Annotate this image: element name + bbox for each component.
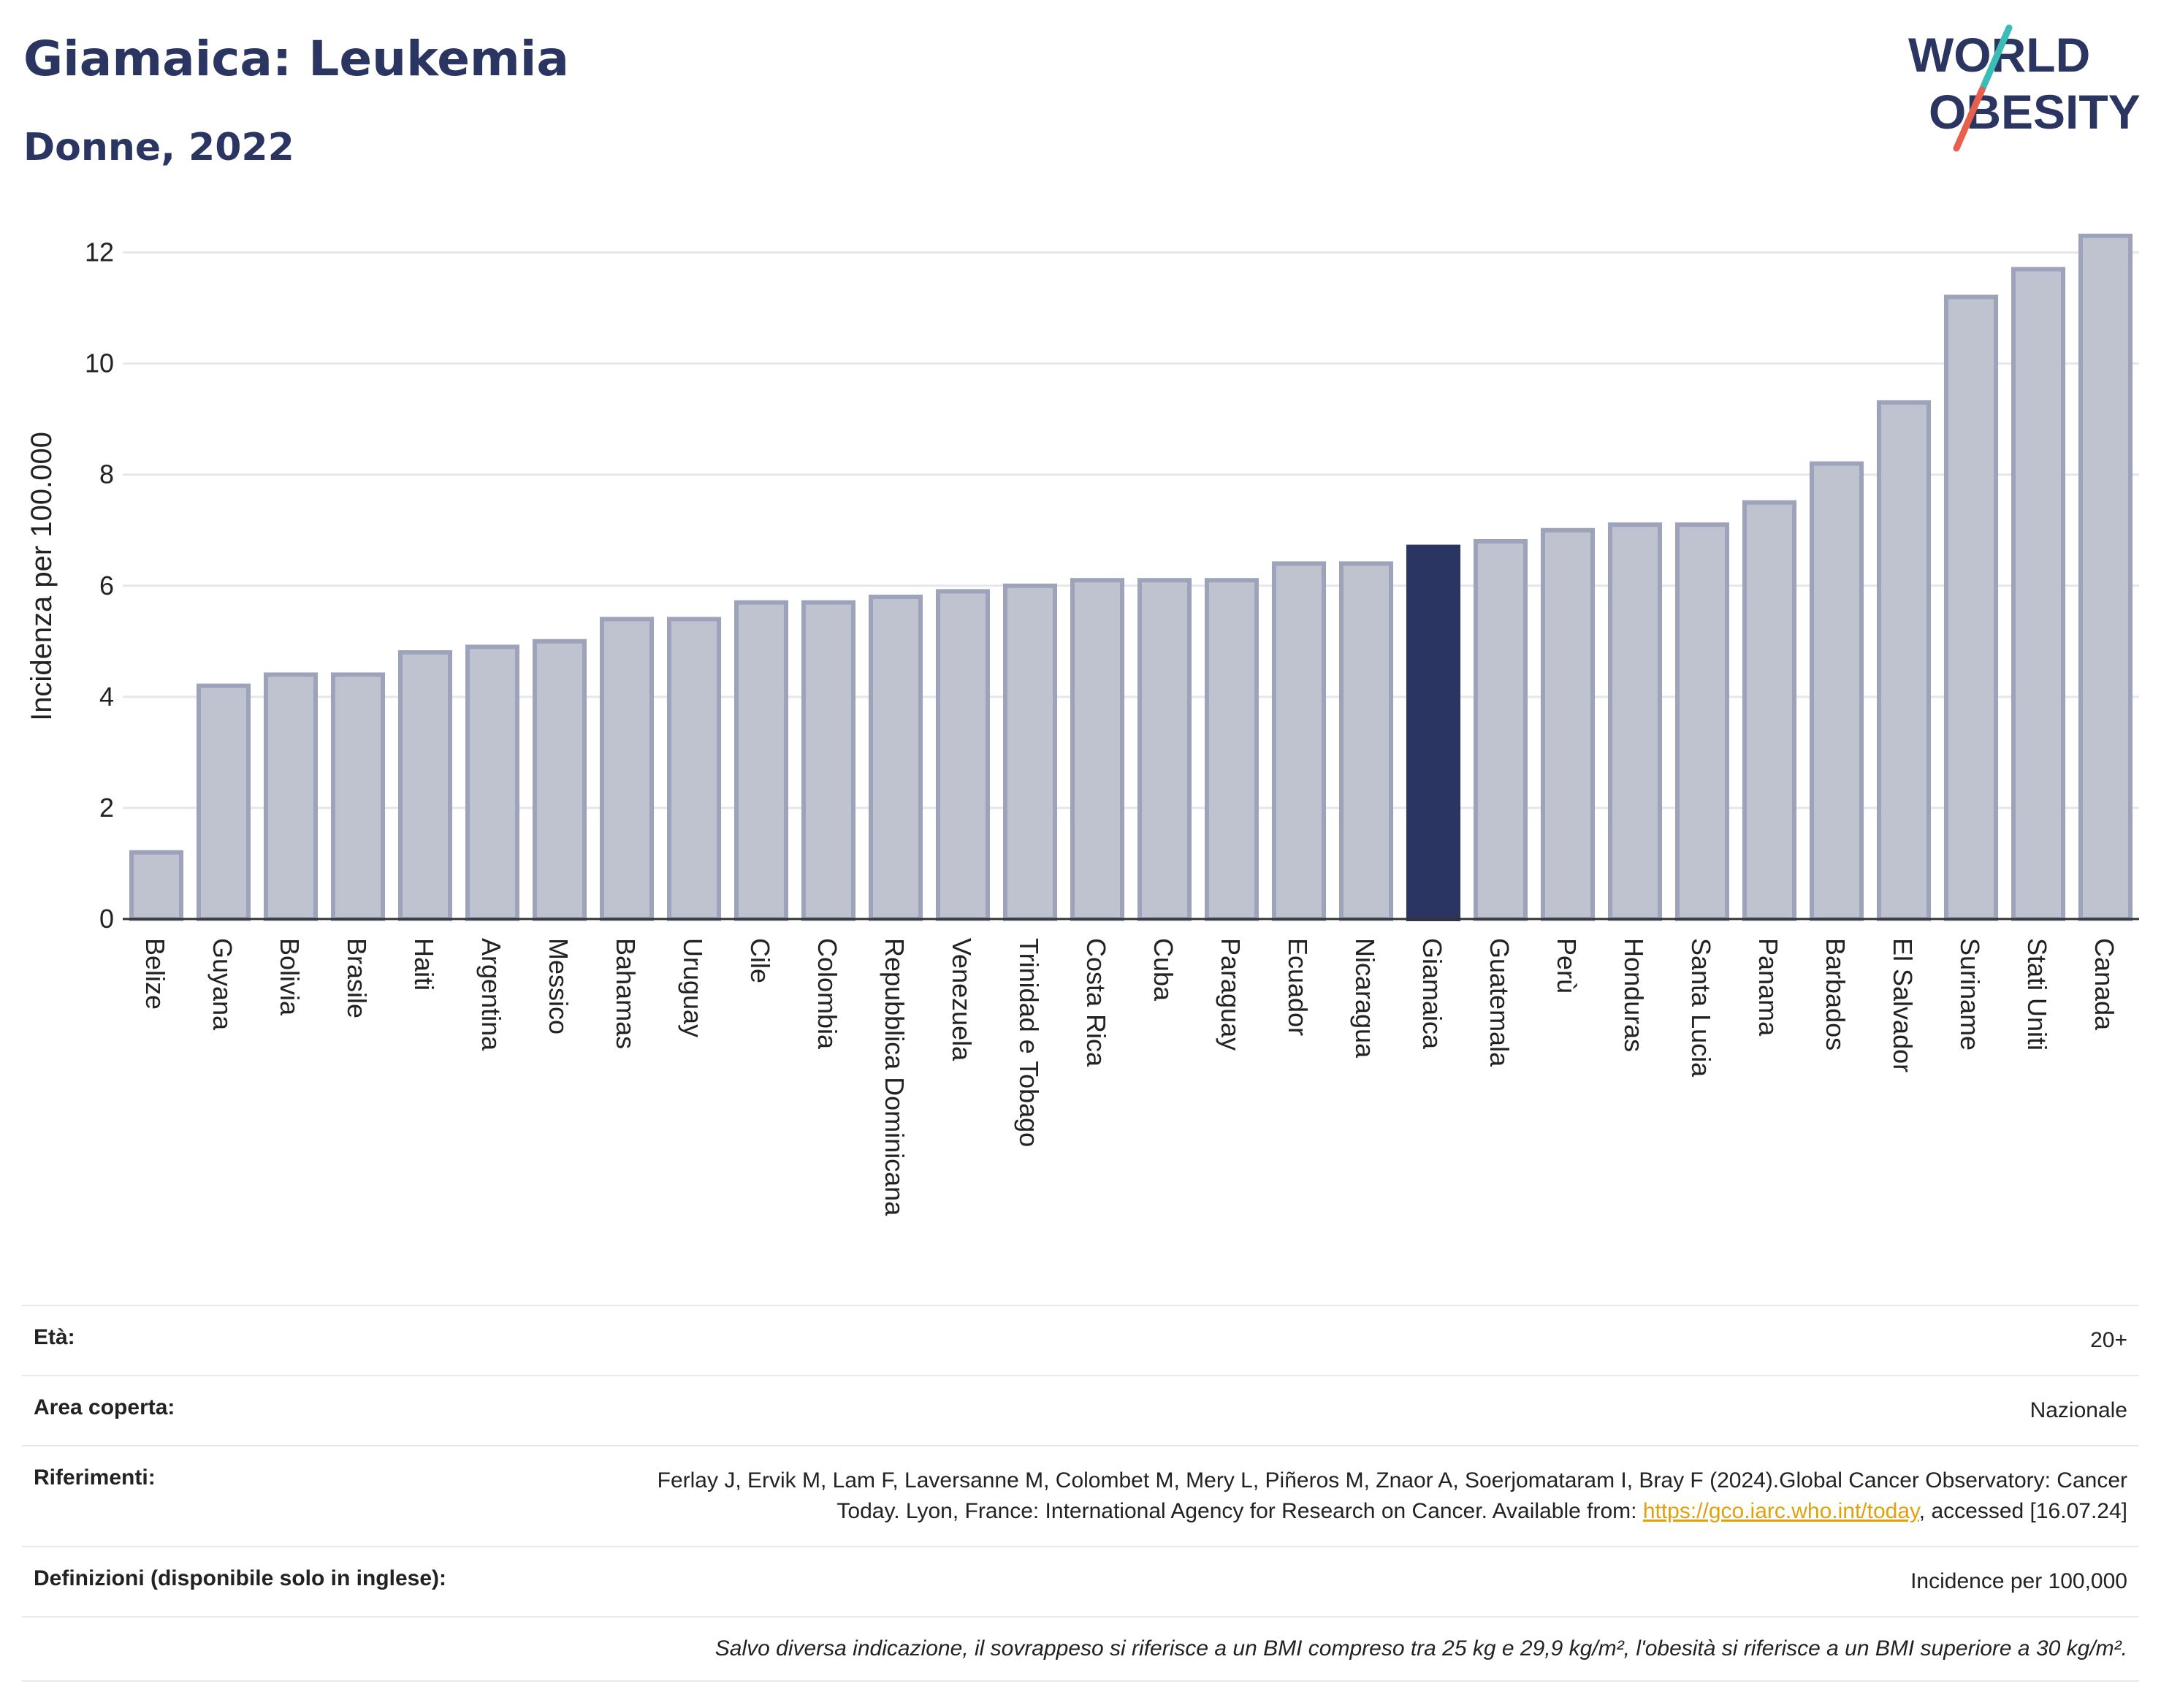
metadata-table: Età: 20+ Area coperta: Nazionale Riferim… <box>22 1305 2139 1682</box>
age-label: Età: <box>34 1325 75 1349</box>
bar <box>1809 461 1864 921</box>
bar <box>1271 561 1327 922</box>
obesity-note: Salvo diversa indicazione, il sovrappeso… <box>22 1616 2139 1682</box>
x-tick-label: Canada <box>2089 938 2119 1031</box>
y-tick-label: 12 <box>85 237 114 267</box>
chart-subtitle: Donne, 2022 <box>23 126 294 169</box>
bar <box>1540 527 1596 921</box>
y-tick-label: 6 <box>99 571 114 601</box>
bar <box>868 595 923 921</box>
x-tick-label: Honduras <box>1619 938 1649 1052</box>
bar <box>1070 578 1125 921</box>
x-tick-label: Bolivia <box>275 938 305 1016</box>
x-tick-label: Guyana <box>207 938 237 1031</box>
x-tick-label: Panama <box>1753 938 1783 1037</box>
bar <box>1876 400 1932 921</box>
age-value: 20+ <box>2090 1328 2127 1352</box>
bar <box>1607 522 1663 921</box>
bar <box>1002 583 1058 921</box>
meta-row-definitions: Definizioni (disponibile solo in inglese… <box>22 1546 2139 1616</box>
x-tick-label: Barbados <box>1821 938 1851 1051</box>
bar <box>532 638 587 921</box>
x-tick-label: Guatemala <box>1485 938 1514 1067</box>
bar <box>330 672 386 921</box>
bar <box>599 617 655 922</box>
bar <box>2078 233 2133 921</box>
x-tick-label: Repubblica Dominicana <box>880 938 910 1216</box>
references-text: Ferlay J, Ervik M, Lam F, Laversanne M, … <box>657 1468 2127 1523</box>
bar-highlighted <box>1406 544 1461 921</box>
x-tick-label: Costa Rica <box>1081 938 1111 1067</box>
references-accessed: , accessed [16.07.24] <box>1918 1499 2127 1523</box>
x-tick-label: Bahamas <box>611 938 641 1049</box>
references-link[interactable]: https://gco.iarc.who.int/today <box>1642 1499 1919 1523</box>
bar <box>397 650 453 921</box>
x-tick-label: Messico <box>544 938 573 1034</box>
chart-title: Giamaica: Leukemia <box>23 31 569 87</box>
definitions-label: Definizioni (disponibile solo in inglese… <box>34 1566 447 1590</box>
logo-slash-top <box>1978 24 2013 94</box>
y-axis-label: Incidenza per 100.000 <box>26 432 58 721</box>
x-tick-label: Santa Lucia <box>1686 938 1716 1078</box>
meta-row-age: Età: 20+ <box>22 1305 2139 1375</box>
bar <box>1674 522 1730 921</box>
area-value: Nazionale <box>2029 1398 2127 1422</box>
x-tick-label: Brasile <box>342 938 372 1018</box>
y-tick-label: 10 <box>85 348 114 378</box>
x-tick-label: Giamaica <box>1417 938 1447 1050</box>
meta-row-references: Riferimenti: Ferlay J, Ervik M, Lam F, L… <box>22 1445 2139 1546</box>
area-label: Area coperta: <box>34 1395 175 1419</box>
bar <box>733 600 789 921</box>
x-tick-label: Colombia <box>812 938 842 1050</box>
x-tick-label: Stati Uniti <box>2022 938 2052 1051</box>
x-tick-label: Uruguay <box>678 938 708 1037</box>
x-tick-label: Nicaragua <box>1350 938 1380 1059</box>
x-tick-label: Cuba <box>1148 938 1178 1002</box>
bar <box>1137 578 1192 921</box>
bar <box>465 644 520 921</box>
bar <box>666 617 722 922</box>
x-tick-label: Belize <box>140 938 170 1010</box>
bar <box>1943 294 1999 921</box>
bar <box>1742 500 1797 921</box>
y-tick-label: 8 <box>99 460 114 489</box>
x-tick-label: El Salvador <box>1888 938 1918 1072</box>
bar <box>263 672 319 921</box>
world-obesity-logo: WORLD OBESITY <box>1908 24 2141 152</box>
definitions-value: Incidence per 100,000 <box>1910 1569 2127 1593</box>
x-tick-label: Cile <box>745 938 775 983</box>
x-tick-label: Ecuador <box>1283 938 1313 1036</box>
x-tick-label: Paraguay <box>1216 938 1246 1051</box>
bar <box>801 600 856 921</box>
x-tick-label: Suriname <box>1955 938 1985 1051</box>
references-label: Riferimenti: <box>34 1465 156 1490</box>
x-tick-label: Argentina <box>476 938 506 1051</box>
bar <box>1338 561 1394 922</box>
logo-slash-bottom <box>1953 86 1986 152</box>
x-tick-label: Perù <box>1552 938 1582 994</box>
x-tick-label: Haiti <box>409 938 439 991</box>
bar <box>1204 578 1259 921</box>
bar <box>1473 538 1528 921</box>
bar <box>935 589 991 922</box>
y-tick-label: 0 <box>99 904 114 934</box>
x-tick-label: Venezuela <box>947 938 977 1061</box>
y-tick-label: 4 <box>99 682 114 712</box>
meta-row-area: Area coperta: Nazionale <box>22 1375 2139 1445</box>
x-tick-label: Trinidad e Tobago <box>1014 938 1044 1147</box>
y-tick-label: 2 <box>99 793 114 823</box>
references-value: Ferlay J, Ervik M, Lam F, Laversanne M, … <box>593 1465 2127 1527</box>
bar <box>196 683 251 922</box>
bar <box>129 850 184 922</box>
bar <box>2011 267 2066 921</box>
bar-chart: 0 2 4 6 8 10 12 Incidenza per 100.000 Belize Guya… <box>26 233 2139 1216</box>
